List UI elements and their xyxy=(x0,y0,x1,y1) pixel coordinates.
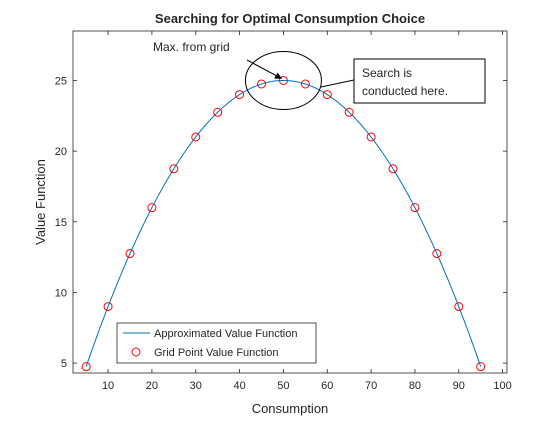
grid-point-marker xyxy=(366,132,376,142)
grid-point-marker xyxy=(147,203,157,213)
grid-point-markers xyxy=(81,75,486,372)
x-axis-ticks: 10 20 30 40 50 60 70 80 90 100 xyxy=(102,31,512,392)
grid-point-marker xyxy=(257,79,267,89)
x-tick-label: 60 xyxy=(321,380,333,392)
grid-point-marker xyxy=(81,362,91,372)
y-axis-label: Value Function xyxy=(33,159,48,245)
x-tick-label: 20 xyxy=(146,380,158,392)
legend-entry-approximated: Approximated Value Function xyxy=(154,328,298,340)
grid-point-marker xyxy=(125,249,135,259)
y-tick-label: 10 xyxy=(55,287,67,299)
y-axis-ticks: 5 10 15 20 25 xyxy=(55,75,507,370)
legend: Approximated Value Function Grid Point V… xyxy=(116,322,317,364)
grid-point-marker xyxy=(344,107,354,117)
max-from-grid-label: Max. from grid xyxy=(153,40,230,54)
grid-point-marker xyxy=(235,90,245,100)
chart-title: Searching for Optimal Consumption Choice xyxy=(155,11,425,26)
approximated-value-function-line xyxy=(85,79,482,367)
grid-point-marker xyxy=(476,362,486,372)
grid-point-marker xyxy=(388,164,398,174)
x-tick-label: 100 xyxy=(493,380,511,392)
grid-point-marker xyxy=(410,203,420,213)
x-tick-label: 30 xyxy=(190,380,202,392)
grid-point-marker xyxy=(432,249,442,259)
max-from-grid-arrow xyxy=(246,59,283,79)
x-axis-label: Consumption xyxy=(252,401,329,416)
grid-point-marker xyxy=(213,107,223,117)
grid-point-marker xyxy=(300,79,310,89)
y-tick-label: 25 xyxy=(55,75,67,87)
legend-marker-swatch xyxy=(131,347,141,357)
legend-entry-grid-point: Grid Point Value Function xyxy=(154,347,279,359)
callout-line-1: Search is xyxy=(362,66,412,80)
x-tick-label: 90 xyxy=(453,380,465,392)
x-tick-label: 70 xyxy=(365,380,377,392)
grid-point-marker xyxy=(454,302,464,312)
x-tick-label: 50 xyxy=(277,380,289,392)
callout-box xyxy=(353,58,486,104)
callout-connector xyxy=(320,79,355,88)
y-tick-label: 20 xyxy=(55,146,67,158)
x-tick-label: 40 xyxy=(233,380,245,392)
grid-point-marker xyxy=(169,164,179,174)
search-ellipse xyxy=(244,50,322,110)
y-tick-label: 5 xyxy=(61,358,67,370)
callout-line-2: conducted here. xyxy=(362,84,448,98)
grid-point-marker xyxy=(278,75,288,85)
x-tick-label: 10 xyxy=(102,380,114,392)
grid-point-marker xyxy=(322,90,332,100)
y-tick-label: 15 xyxy=(55,217,67,229)
x-tick-label: 80 xyxy=(409,380,421,392)
grid-point-marker xyxy=(103,302,113,312)
grid-point-marker xyxy=(191,132,201,142)
legend-box xyxy=(116,322,317,364)
